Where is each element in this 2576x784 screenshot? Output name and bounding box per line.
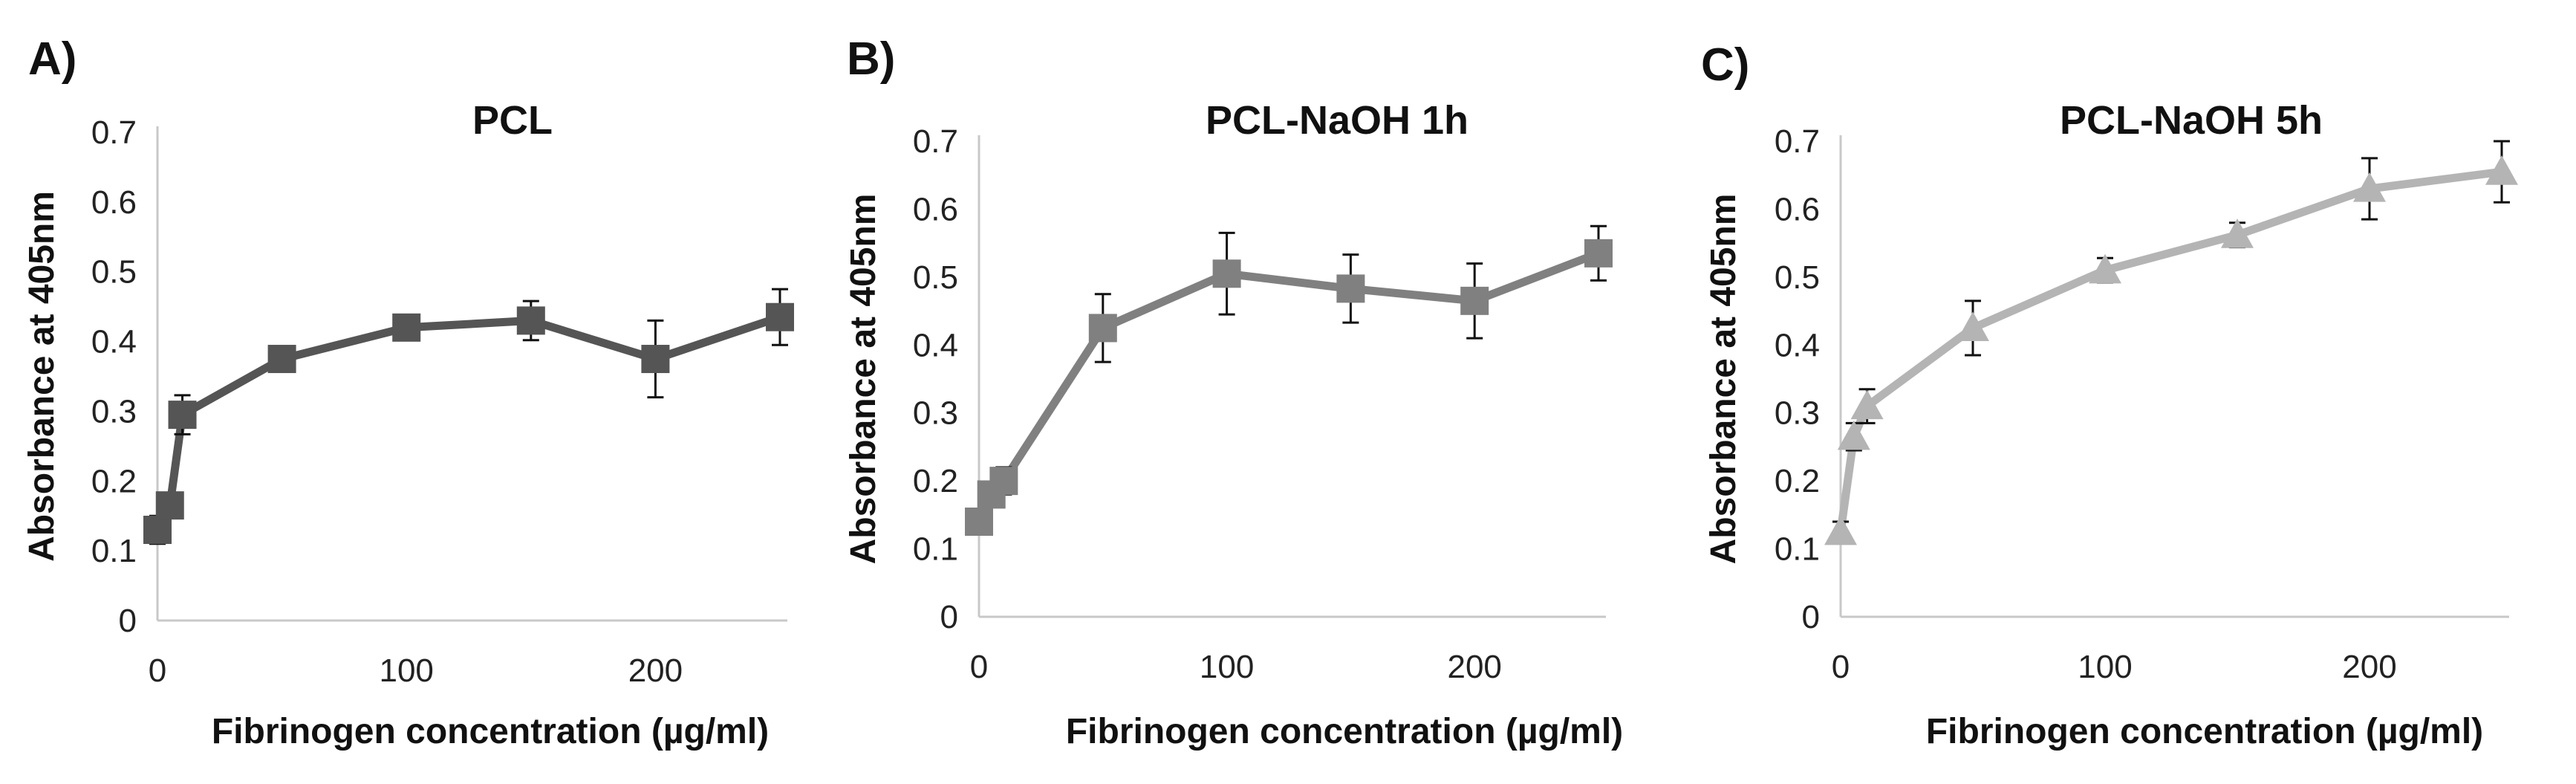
y-tick-label: 0.1 xyxy=(913,531,958,568)
x-tick-label: 0 xyxy=(970,649,988,685)
data-point xyxy=(1824,515,1857,545)
y-tick-label: 0.2 xyxy=(1775,463,1820,499)
chart-title: PCL-NaOH 5h xyxy=(2060,98,2323,143)
data-point xyxy=(1957,311,1989,342)
data-point xyxy=(1584,239,1613,268)
y-tick-label: 0.3 xyxy=(1775,395,1820,432)
y-tick-label: 0 xyxy=(119,603,137,639)
x-tick-label: 100 xyxy=(2078,649,2132,685)
data-point xyxy=(641,345,670,374)
data-point xyxy=(1088,314,1117,343)
y-tick-label: 0.6 xyxy=(913,191,958,227)
y-tick-label: 0.1 xyxy=(1775,531,1820,568)
y-tick-label: 0.6 xyxy=(91,184,137,221)
panel-c: C) PCL-NaOH 5h 0 0.1 0.2 0.3 0.4 0.5 0.6 0.7 0 100 2… xyxy=(1701,39,2518,751)
panel-a: A) PCL 0 0.1 0.2 0.3 0.4 0.5 0.6 0.7 0 100 200 Fibrin… xyxy=(22,33,794,751)
x-axis-title: Fibrinogen concentration (µg/ml) xyxy=(1926,712,2483,751)
data-point xyxy=(989,467,1018,496)
x-tick-label: 100 xyxy=(379,652,433,689)
series-line xyxy=(154,313,781,532)
data-point xyxy=(392,313,421,342)
data-point xyxy=(1212,259,1241,288)
y-tick-label: 0.1 xyxy=(91,533,137,569)
data-point xyxy=(2485,155,2518,185)
x-tick-label: 200 xyxy=(628,652,683,689)
data-point xyxy=(2089,253,2121,284)
x-tick-label: 200 xyxy=(2342,649,2396,685)
data-point xyxy=(2221,218,2254,248)
x-tick-label: 100 xyxy=(1200,649,1254,685)
y-tick-label: 0.2 xyxy=(913,463,958,499)
y-tick-label: 0.4 xyxy=(1775,327,1820,363)
y-tick-label: 0.5 xyxy=(91,254,137,291)
y-tick-label: 0.4 xyxy=(913,327,958,363)
y-tick-label: 0.3 xyxy=(91,393,137,430)
y-tick-label: 0.3 xyxy=(913,395,958,432)
panel-letter: A) xyxy=(28,33,77,85)
data-point xyxy=(1850,389,1884,420)
data-point xyxy=(267,345,296,374)
data-point xyxy=(516,306,545,335)
y-tick-label: 0.5 xyxy=(913,259,958,296)
panel-letter: C) xyxy=(1701,39,1749,91)
x-tick-label: 0 xyxy=(149,652,166,689)
y-tick-label: 0.7 xyxy=(1775,123,1820,160)
y-tick-label: 0.6 xyxy=(1775,191,1820,227)
y-tick-label: 0.4 xyxy=(91,324,137,360)
data-point xyxy=(766,302,794,331)
y-tick-label: 0 xyxy=(1802,599,1820,635)
y-axis-title: Absorbance at 405nm xyxy=(22,191,62,562)
panel-b: B) PCL-NaOH 1h 0 0.1 0.2 0.3 0.4 0.5 0.6 0.7 0 100 2… xyxy=(844,33,1623,751)
data-point xyxy=(2353,172,2386,202)
x-tick-label: 0 xyxy=(1832,649,1850,685)
data-point xyxy=(155,491,184,520)
data-point xyxy=(1336,274,1365,303)
data-point xyxy=(168,401,197,430)
chart-title: PCL xyxy=(472,98,553,143)
x-axis-title: Fibrinogen concentration (µg/ml) xyxy=(1066,712,1623,751)
y-tick-label: 0.7 xyxy=(913,123,958,160)
y-tick-label: 0.5 xyxy=(1775,259,1820,296)
series-line xyxy=(975,249,1600,524)
chart-title: PCL-NaOH 1h xyxy=(1206,98,1468,143)
data-point xyxy=(1837,420,1870,450)
x-axis-title: Fibrinogen concentration (µg/ml) xyxy=(212,712,769,751)
y-tick-label: 0.7 xyxy=(91,114,137,151)
y-axis-title: Absorbance at 405nm xyxy=(844,194,883,565)
series-line xyxy=(1836,167,2502,533)
panel-letter: B) xyxy=(847,33,895,85)
data-point xyxy=(1460,286,1489,315)
data-point xyxy=(143,515,172,544)
y-tick-label: 0.2 xyxy=(91,463,137,499)
x-tick-label: 200 xyxy=(1447,649,1501,685)
y-axis-title: Absorbance at 405nm xyxy=(1704,194,1743,565)
y-tick-label: 0 xyxy=(940,599,958,635)
data-point xyxy=(965,508,993,536)
